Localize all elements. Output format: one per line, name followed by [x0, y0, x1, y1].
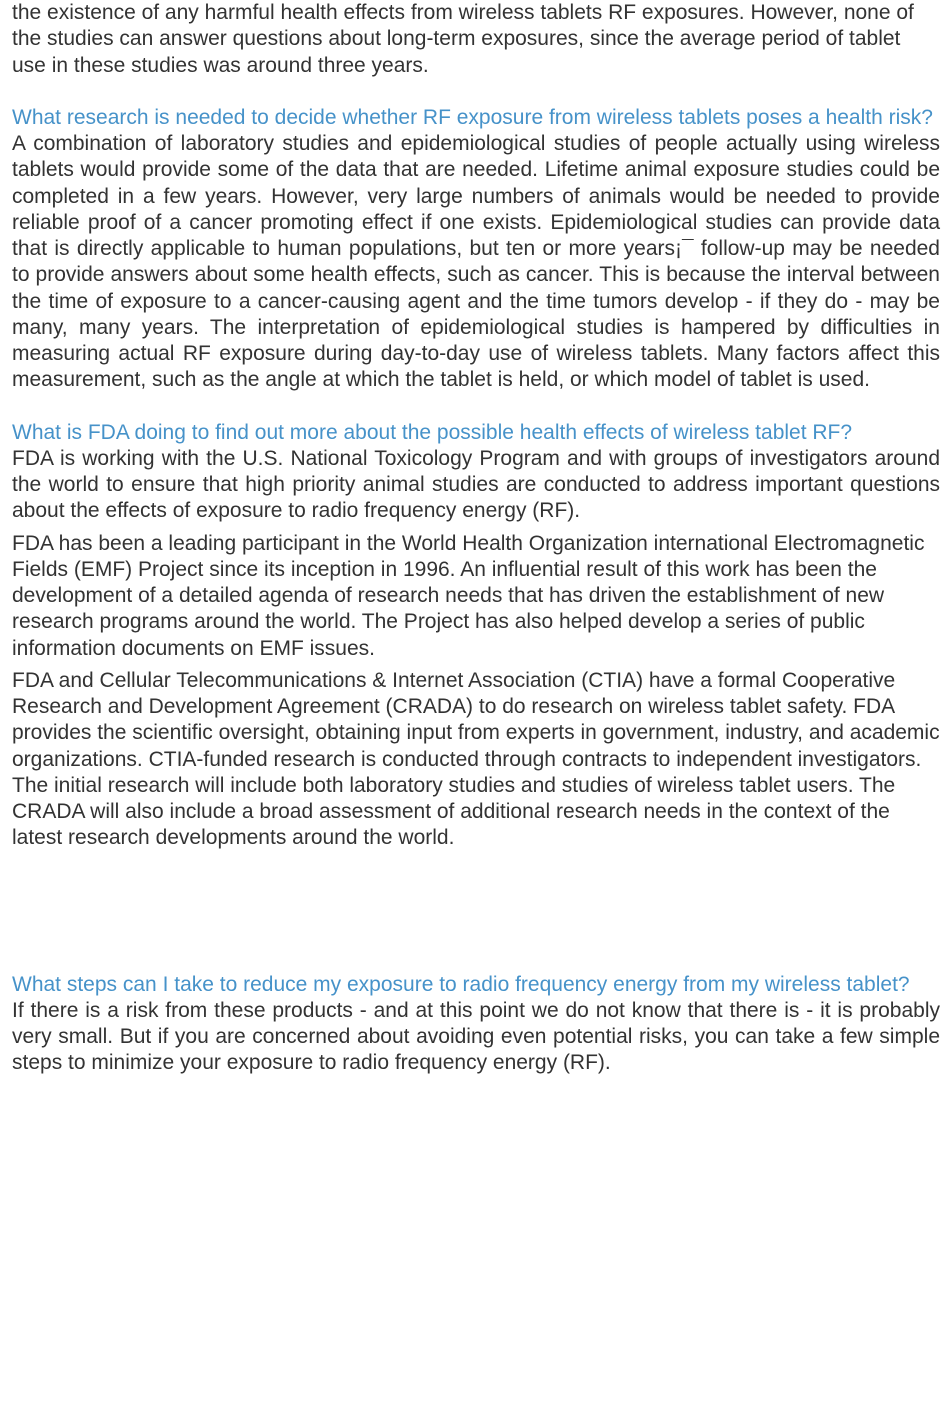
paragraph-fda-ctia: FDA and Cellular Telecommunications & In…	[12, 668, 940, 852]
heading-reduce-exposure: What steps can I take to reduce my expos…	[12, 972, 940, 998]
paragraph-reduce-exposure: If there is a risk from these products -…	[12, 998, 940, 1077]
paragraph-fda-emf: FDA has been a leading participant in th…	[12, 531, 940, 662]
paragraph-research-needed: A combination of laboratory studies and …	[12, 131, 940, 394]
heading-research-needed: What research is needed to decide whethe…	[12, 105, 940, 131]
spacer	[12, 394, 940, 420]
heading-fda-doing: What is FDA doing to find out more about…	[12, 420, 940, 446]
intro-paragraph-continuation: the existence of any harmful health effe…	[12, 0, 940, 79]
spacer	[12, 79, 940, 105]
paragraph-fda-ntp: FDA is working with the U.S. National To…	[12, 446, 940, 525]
spacer	[12, 852, 940, 972]
